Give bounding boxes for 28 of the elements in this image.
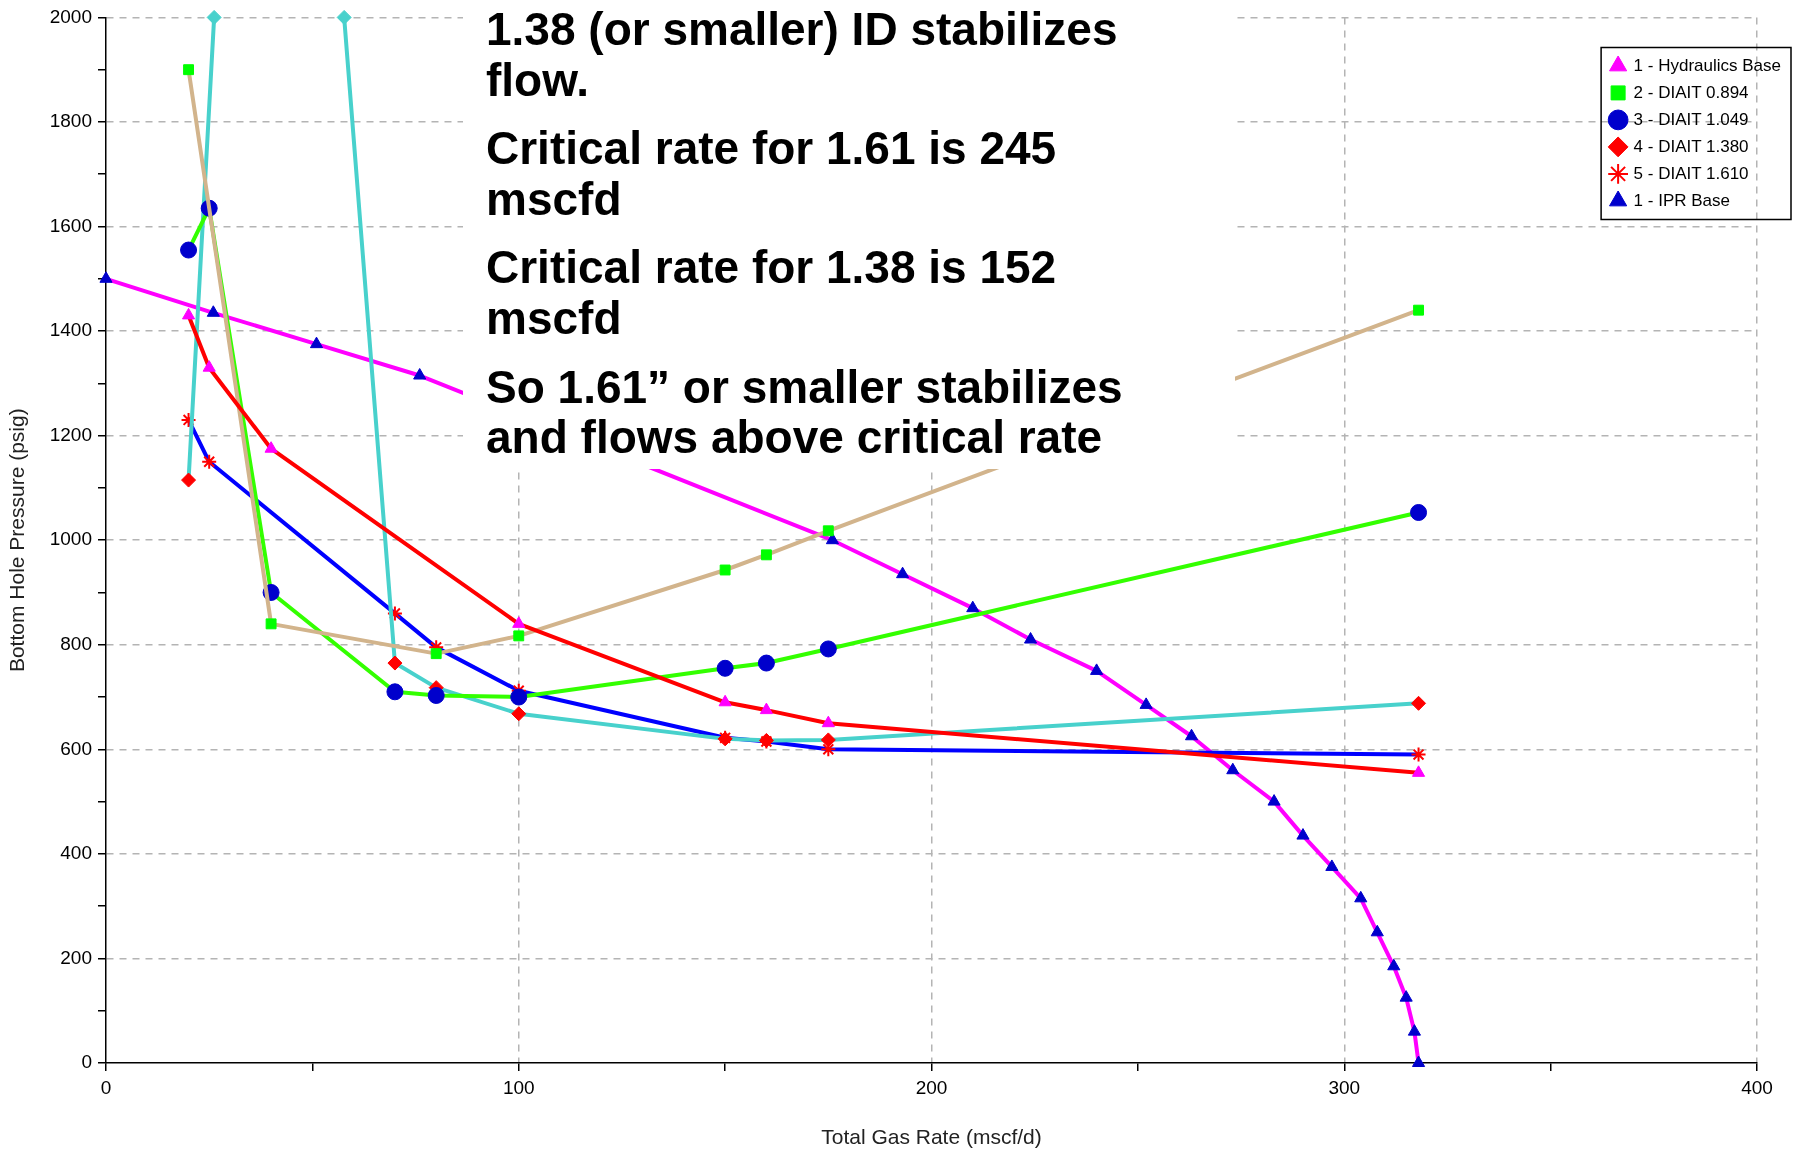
y-tick-label: 1800	[49, 110, 92, 132]
annotation: So 1.61” or smaller stabilizes and flows above critical rate	[486, 360, 1124, 464]
y-tick-label: 0	[81, 1051, 92, 1073]
legend-label: 4 - DIAIT 1.380	[1633, 136, 1749, 156]
x-tick-label: 0	[100, 1076, 112, 1098]
y-tick-label: 200	[60, 946, 92, 968]
annotation: 1.38 (or smaller) ID stabilizes flow.	[486, 3, 1119, 106]
x-tick-label: 100	[502, 1076, 535, 1098]
x-tick-label: 400	[1741, 1076, 1773, 1098]
y-axis-title: Bottom Hole Pressure (psig)	[5, 408, 29, 673]
legend-label: 1 - Hydraulics Base	[1633, 55, 1781, 75]
annotation: Critical rate for 1.38 is 152 mscfd	[486, 241, 1058, 344]
y-tick-label: 1400	[49, 319, 92, 341]
legend-label: 5 - DIAIT 1.610	[1633, 163, 1749, 183]
y-tick-label: 400	[60, 842, 92, 864]
x-axis-title: Total Gas Rate (mscf/d)	[821, 1125, 1042, 1149]
y-tick-label: 800	[60, 632, 92, 654]
x-tick-label: 300	[1328, 1076, 1361, 1098]
y-tick-label: 1000	[49, 528, 92, 550]
y-tick-label: 1600	[49, 214, 92, 236]
legend-label: 2 - DIAIT 0.894	[1633, 82, 1749, 102]
y-tick-label: 600	[60, 737, 92, 759]
x-tick-label: 200	[915, 1076, 948, 1098]
annotation: Critical rate for 1.61 is 245 mscfd	[486, 122, 1058, 225]
legend-label: 1 - IPR Base	[1633, 190, 1730, 210]
y-tick-label: 1200	[49, 423, 92, 445]
y-tick-label: 2000	[49, 5, 92, 27]
legend-label: 3 - DIAIT 1.049	[1633, 109, 1749, 129]
